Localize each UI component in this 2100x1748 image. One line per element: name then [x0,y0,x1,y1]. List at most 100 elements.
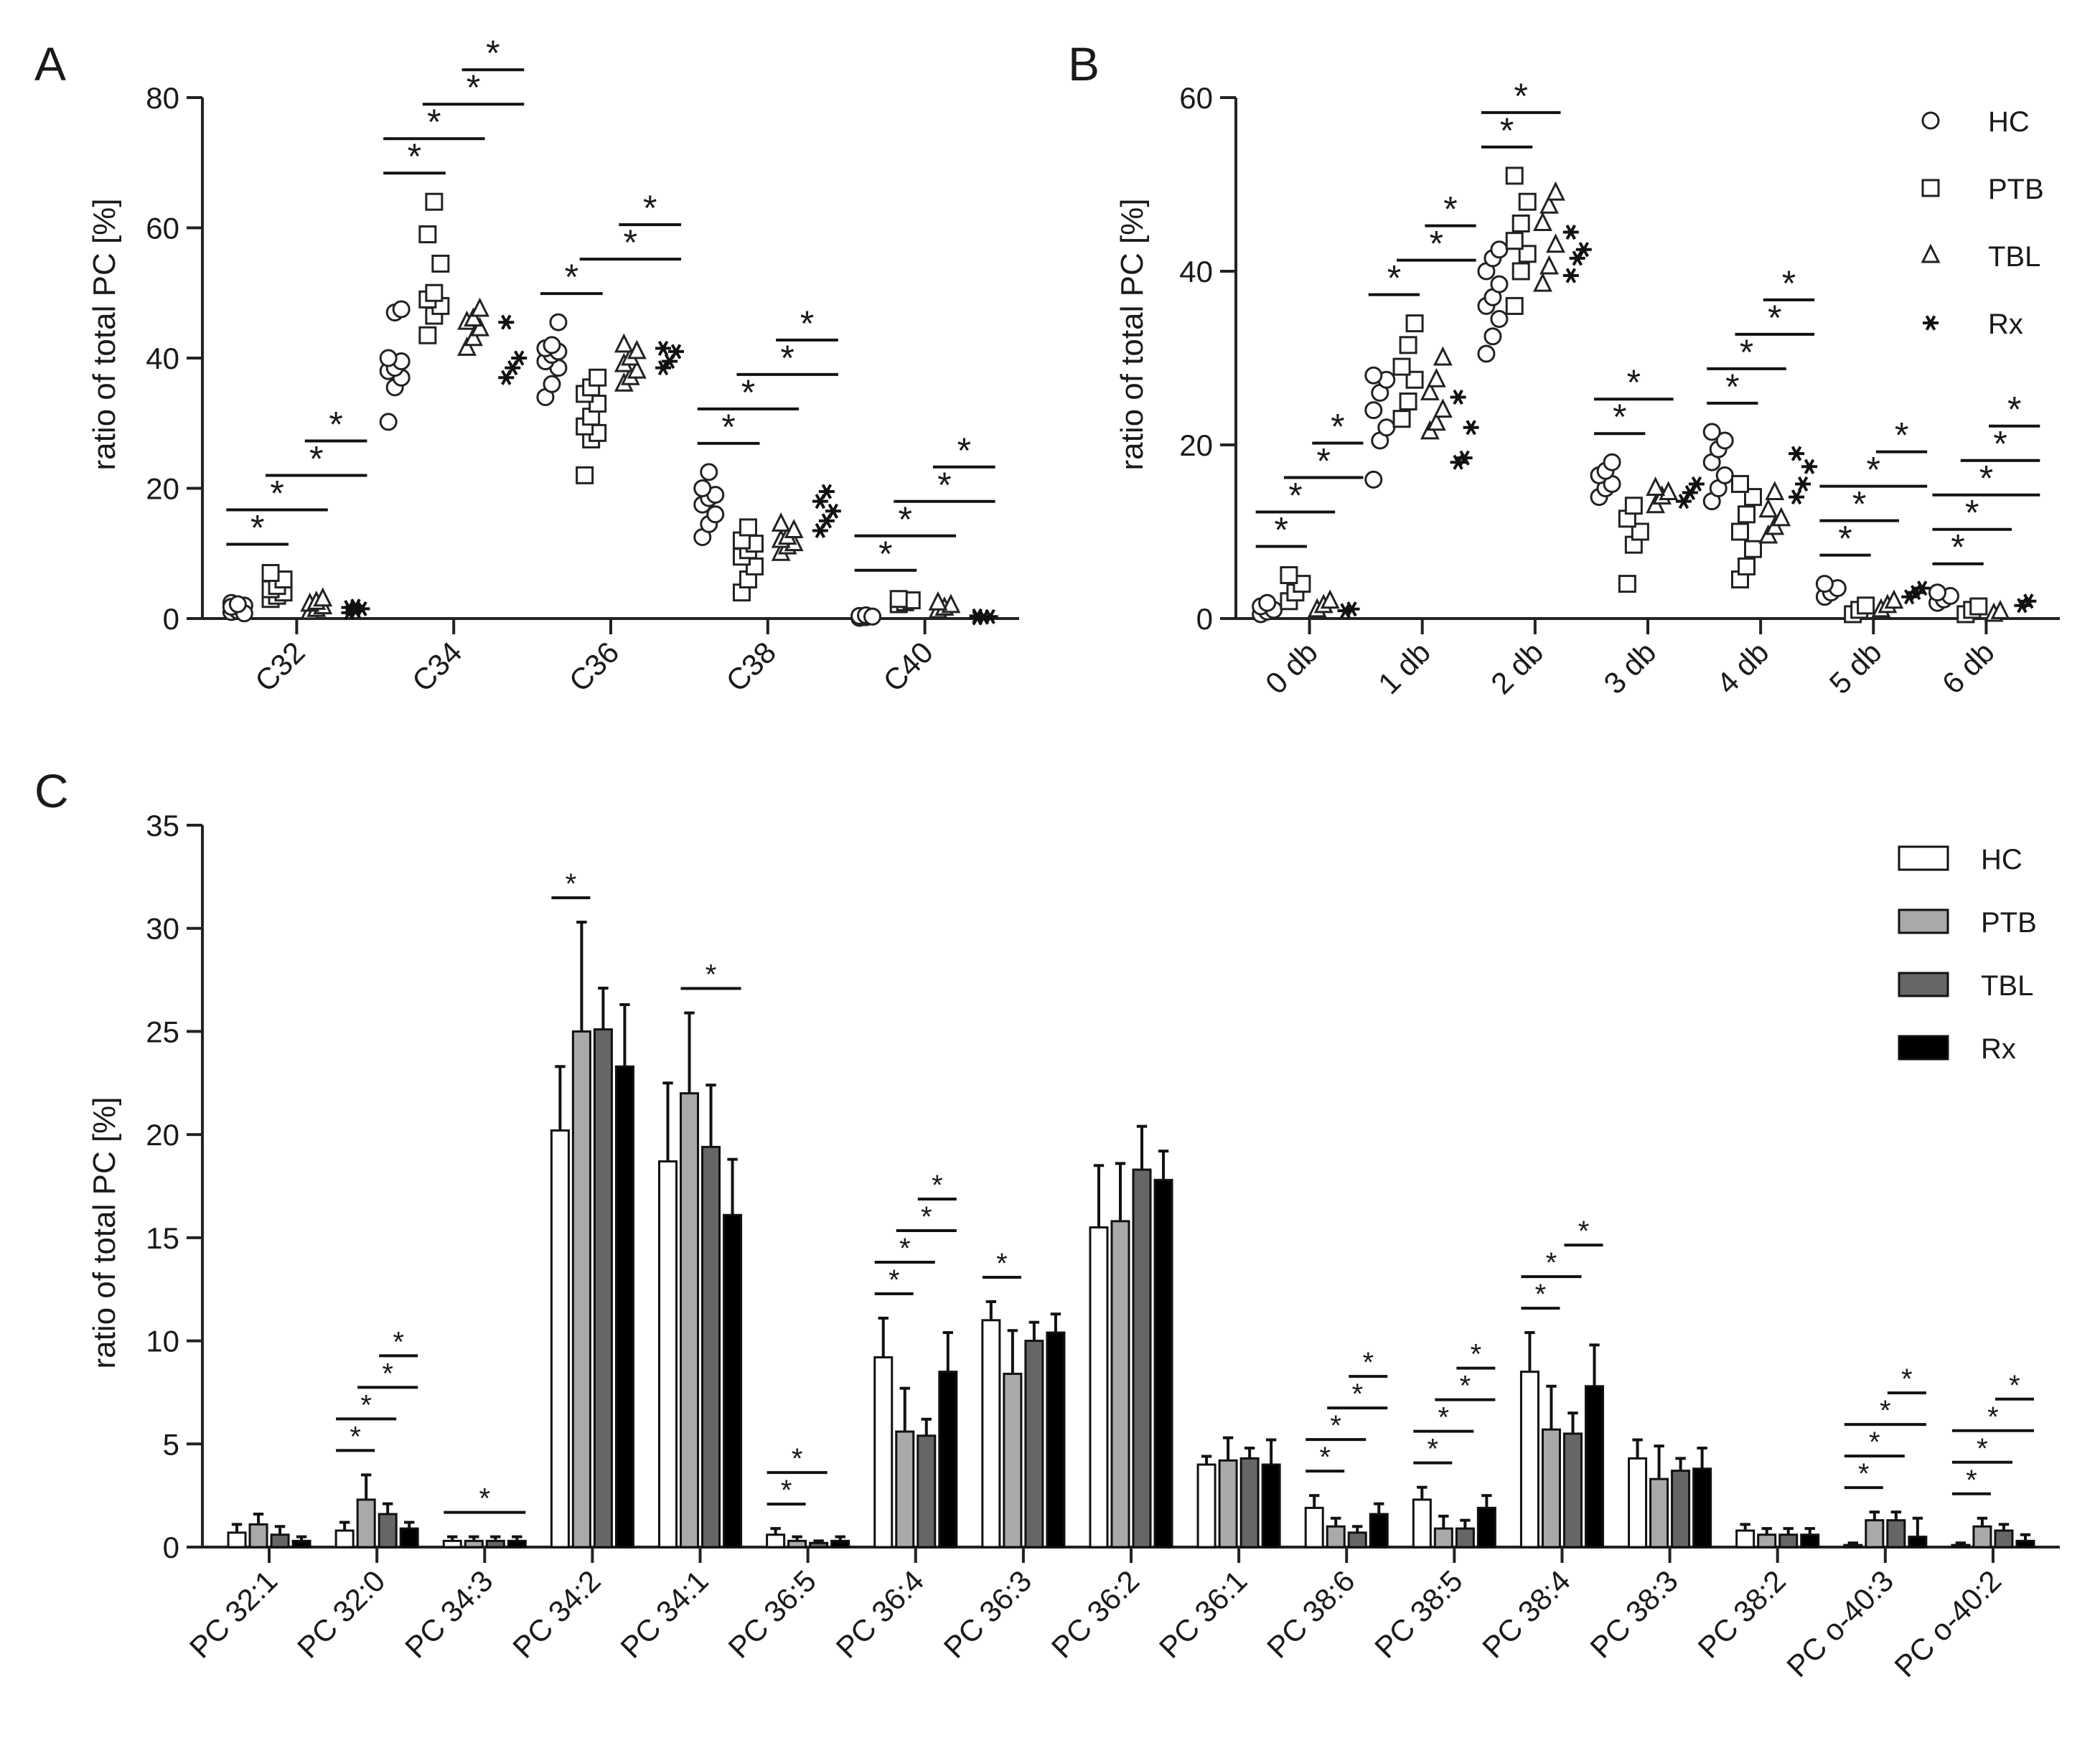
panel-c-significance-star: * [1966,1465,1977,1496]
panel-c-bar-hc [227,1531,247,1549]
panel-c-legend-swatch-rx [1898,1035,1949,1061]
panel-a-significance-star: * [721,407,735,447]
panel-c-bar-ptb [1649,1477,1669,1549]
panel-b-point-ptb [1731,522,1749,541]
panel-b-point-tbl [1533,272,1552,292]
panel-a-point-ptb [418,225,437,244]
panel-b-point-rx [1914,581,1931,596]
panel-b-significance-star: * [1895,415,1908,456]
panel-c-legend-label-ptb: PTB [1981,907,2037,939]
panel-b-y-tick-label: 40 [1179,255,1213,288]
panel-c-significance-star: * [792,1443,803,1475]
panel-b-point-rx [1344,601,1360,617]
panel-c-x-tick-label: PC 34:1 [614,1564,715,1665]
panel-b-point-tbl [1539,194,1559,214]
panel-a-point-rx [498,370,515,385]
panel-c-significance-star: * [932,1170,943,1201]
panel-a-point-tbl [464,307,483,327]
panel-c-bar-rx [830,1539,850,1549]
panel-b-significance-star: * [1725,367,1739,407]
panel-b-significance-star: * [1331,407,1344,447]
panel-c-bar-rx [1692,1467,1712,1549]
panel-c-bar-tbl [485,1539,505,1549]
panel-c-bar-tbl [1239,1457,1260,1549]
panel-a-significance-star: * [270,473,283,513]
panel-a-point-tbl [313,587,333,607]
panel-a-x-tick-label: C32 [248,635,311,698]
panel-b-significance-star: * [1867,450,1880,490]
panel-letter-c: C [34,764,69,817]
panel-c-bar-tbl [1455,1527,1475,1549]
panel-c-significance-star: * [1578,1216,1590,1247]
panel-c-bar-tbl [701,1145,721,1549]
panel-b-legend-label-tbl: TBL [1988,241,2040,273]
panel-b-point-hc [1364,401,1383,420]
panel-a-point-ptb [576,466,594,484]
panel-c-x-tick-label: PC 32:0 [291,1564,392,1665]
panel-c-bar-rx [399,1527,419,1549]
panel-c-significance-star: * [1546,1247,1557,1279]
panel-b-point-rx [1575,242,1592,258]
panel-b-point-hc [1364,470,1383,489]
panel-c-bar-ptb [1326,1525,1346,1549]
panel-c-bar-tbl [1024,1340,1044,1549]
panel-a-point-hc [549,313,568,332]
panel-c-x-tick-label: PC 38:4 [1476,1564,1577,1665]
panel-c-y-tick-label: 25 [146,1015,179,1048]
panel-b-point-tbl [1646,476,1666,496]
panel-c-bar-rx [723,1213,743,1549]
panel-b-significance-star: * [1288,476,1302,516]
panel-c-bar-rx [1153,1178,1173,1549]
panel-c-bar-hc [334,1529,355,1549]
panel-b-significance-star: * [1993,424,2007,464]
panel-b-x-tick-label: 6 db [1936,635,2001,700]
panel-c-bar-rx [2015,1539,2035,1549]
panel-c-x-tick-label: PC o-40:2 [1888,1564,2007,1683]
panel-c-x-tick-label: PC 38:6 [1260,1564,1361,1665]
panel-a-point-hc [379,413,398,431]
panel-a: A ratio of total PC [%] 0 20 40 60 80 C32 C34 C… [34,33,1019,698]
panel-c-legend-label-tbl: TBL [1981,970,2033,1002]
panel-a-significance-star: * [780,338,794,378]
panel-c-significance-star: * [350,1421,361,1452]
panel-b-point-ptb [1624,497,1643,515]
panel-b: B ratio of total PC [%] 0 20 40 60 0 db 1 db 2… [1068,37,2060,700]
panel-c-significance-star: * [1438,1402,1450,1434]
panel-a-y-tick-label: 40 [146,342,179,375]
panel-a-point-tbl [470,297,489,317]
panel-b-significance-star: * [1740,332,1753,372]
panel-b-point-rx [1795,476,1811,492]
panel-c-significance-star: * [1362,1347,1374,1378]
panel-c-bar-rx [1261,1463,1281,1549]
panel-c-bar-rx [1800,1533,1820,1549]
panel-c-bar-hc [981,1319,1001,1549]
panel-a-x-tick-label: C36 [563,635,626,698]
panel-a-point-tbl [464,326,483,347]
panel-b-point-ptb [1731,474,1749,493]
panel-c-y-tick-label: 0 [163,1531,179,1564]
panel-letter-b: B [1068,37,1100,90]
panel-a-significance-star: * [643,188,657,228]
panel-b-legend-marker-tbl [1921,243,1941,263]
panel-b-significance-star: * [1443,189,1457,230]
panel-b-point-hc [1377,418,1396,437]
panel-b-point-hc [1490,240,1509,259]
panel-a-point-hc [693,479,712,497]
panel-b-point-rx [2020,593,2037,609]
panel-a-point-tbl [627,359,647,379]
panel-b-point-hc [1715,466,1734,484]
panel-b-point-ptb [1744,488,1762,507]
panel-b-point-ptb [1405,314,1424,333]
panel-c-bar-hc [873,1356,894,1549]
panel-c-bar-rx [1908,1536,1928,1549]
panel-letter-a: A [34,37,66,90]
panel-b-point-tbl [1884,589,1904,609]
panel-b-significance-star: * [1613,397,1626,437]
panel-a-point-hc [543,336,561,354]
panel-b-point-hc [1815,575,1834,593]
panel-a-point-rx [812,494,828,509]
panel-b-point-tbl [1426,367,1446,387]
panel-c-y-axis-label: ratio of total PC [%] [87,1096,122,1368]
panel-b-point-rx [1450,389,1466,405]
panel-c-significance-star: * [479,1483,491,1515]
